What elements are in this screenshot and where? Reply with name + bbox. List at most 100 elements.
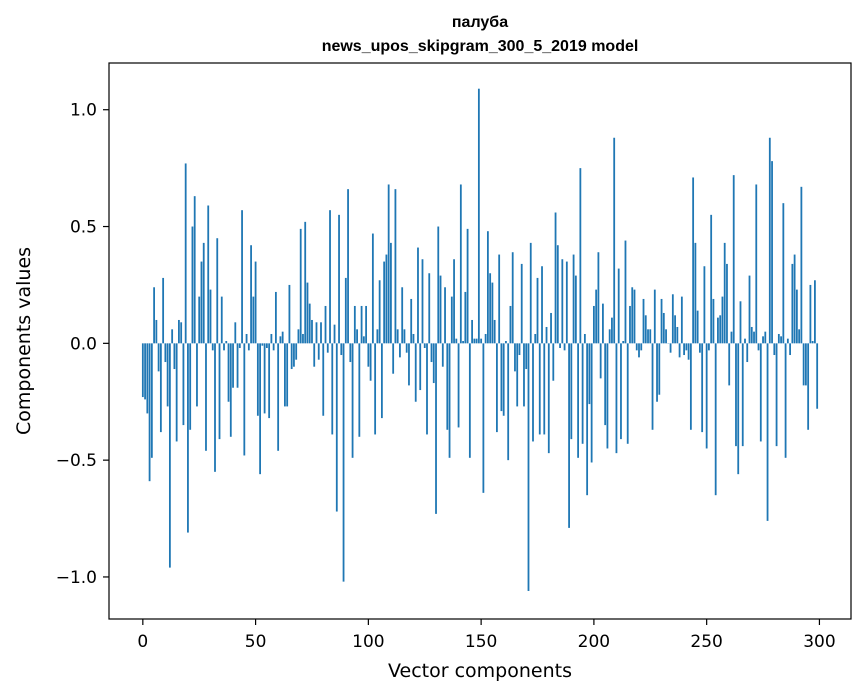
bar-160 bbox=[502, 343, 505, 416]
bar-129 bbox=[432, 343, 435, 384]
bar-289 bbox=[793, 254, 796, 344]
bar-76 bbox=[313, 343, 316, 367]
bar-178 bbox=[543, 343, 546, 435]
bar-133 bbox=[441, 343, 444, 367]
bar-24 bbox=[196, 343, 198, 407]
bar-64 bbox=[286, 343, 289, 407]
bar-100 bbox=[367, 343, 370, 367]
bar-52 bbox=[259, 343, 261, 475]
bar-143 bbox=[464, 291, 467, 344]
bar-274 bbox=[759, 343, 762, 442]
bar-59 bbox=[274, 291, 277, 344]
bar-152 bbox=[484, 333, 487, 344]
bar-257 bbox=[721, 296, 724, 344]
bar-204 bbox=[602, 303, 604, 344]
bar-282 bbox=[777, 333, 780, 344]
bar-272 bbox=[755, 184, 758, 344]
bar-51 bbox=[256, 343, 259, 416]
bar-256 bbox=[719, 315, 722, 344]
bar-207 bbox=[608, 329, 611, 344]
bar-89 bbox=[342, 343, 345, 582]
bar-5 bbox=[153, 287, 155, 344]
bar-189 bbox=[568, 343, 570, 528]
bar-122 bbox=[417, 247, 419, 344]
bar-series bbox=[141, 88, 819, 591]
bar-198 bbox=[588, 343, 591, 405]
bar-17 bbox=[180, 322, 183, 344]
bar-154 bbox=[489, 273, 492, 344]
bar-74 bbox=[308, 303, 311, 344]
bar-34 bbox=[218, 343, 221, 440]
bar-291 bbox=[798, 329, 801, 344]
bar-144 bbox=[466, 228, 469, 344]
bar-63 bbox=[284, 343, 286, 407]
bar-32 bbox=[214, 343, 216, 472]
bar-11 bbox=[166, 343, 169, 407]
bar-3 bbox=[148, 343, 151, 482]
bar-103 bbox=[374, 343, 377, 435]
bar-280 bbox=[773, 343, 776, 356]
bar-255 bbox=[717, 317, 719, 344]
bar-33 bbox=[216, 238, 219, 344]
bar-54 bbox=[263, 343, 266, 414]
bar-211 bbox=[617, 268, 620, 344]
bar-130 bbox=[435, 343, 437, 514]
x-tick-label: 200 bbox=[578, 632, 610, 652]
bar-249 bbox=[703, 266, 706, 344]
bar-28 bbox=[205, 343, 207, 451]
bar-140 bbox=[457, 343, 460, 428]
bar-201 bbox=[595, 289, 598, 344]
bar-295 bbox=[807, 343, 810, 430]
bar-230 bbox=[660, 298, 663, 344]
x-tick-label: 150 bbox=[465, 632, 497, 652]
bar-253 bbox=[712, 298, 715, 344]
bar-37 bbox=[225, 341, 228, 344]
bar-123 bbox=[419, 343, 422, 391]
bar-170 bbox=[525, 343, 528, 370]
bar-148 bbox=[475, 338, 478, 344]
bar-277 bbox=[766, 343, 769, 521]
bar-94 bbox=[353, 305, 356, 344]
bar-114 bbox=[399, 343, 401, 358]
bar-190 bbox=[570, 343, 573, 440]
bar-151 bbox=[482, 343, 485, 493]
bar-23 bbox=[193, 196, 196, 344]
bar-132 bbox=[439, 275, 442, 344]
bar-16 bbox=[178, 319, 180, 344]
y-tick-label: 1.0 bbox=[70, 101, 97, 121]
bar-172 bbox=[529, 242, 532, 344]
bar-262 bbox=[732, 175, 735, 344]
bar-237 bbox=[676, 326, 679, 344]
bar-20 bbox=[187, 343, 189, 533]
bar-36 bbox=[223, 343, 225, 351]
bar-225 bbox=[649, 329, 652, 344]
bar-227 bbox=[653, 289, 656, 344]
bar-47 bbox=[247, 343, 250, 351]
bar-209 bbox=[613, 137, 616, 344]
bar-181 bbox=[550, 312, 552, 344]
bar-35 bbox=[220, 296, 223, 344]
bar-145 bbox=[468, 343, 471, 458]
bar-254 bbox=[714, 343, 717, 496]
bar-292 bbox=[800, 186, 803, 344]
bar-251 bbox=[708, 343, 710, 351]
bar-80 bbox=[322, 343, 325, 416]
bar-7 bbox=[157, 343, 160, 372]
bar-29 bbox=[207, 205, 210, 344]
bar-193 bbox=[577, 343, 579, 458]
bar-165 bbox=[514, 343, 516, 372]
bar-246 bbox=[696, 310, 699, 344]
bar-142 bbox=[462, 341, 464, 344]
bar-281 bbox=[775, 343, 778, 447]
bar-121 bbox=[414, 343, 417, 402]
bar-101 bbox=[369, 343, 372, 381]
bar-252 bbox=[710, 214, 713, 344]
bar-137 bbox=[450, 296, 453, 344]
bar-127 bbox=[428, 273, 431, 344]
bar-25 bbox=[198, 296, 201, 344]
bar-176 bbox=[538, 343, 541, 435]
bar-48 bbox=[250, 245, 252, 344]
bar-106 bbox=[380, 343, 383, 419]
bar-2 bbox=[146, 343, 149, 414]
bar-205 bbox=[604, 343, 607, 426]
